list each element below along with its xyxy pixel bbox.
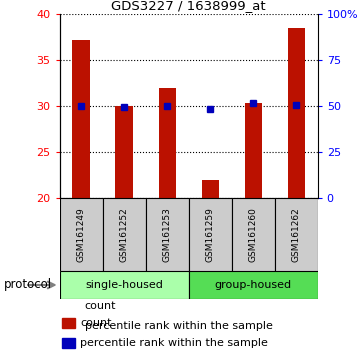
Text: single-housed: single-housed xyxy=(85,280,163,290)
Bar xyxy=(232,198,275,271)
Bar xyxy=(62,338,75,348)
Text: group-housed: group-housed xyxy=(214,280,292,290)
Text: percentile rank within the sample: percentile rank within the sample xyxy=(85,321,273,331)
Bar xyxy=(73,40,90,198)
Text: protocol: protocol xyxy=(4,279,52,291)
Text: GSM161252: GSM161252 xyxy=(119,207,129,262)
Title: GDS3227 / 1638999_at: GDS3227 / 1638999_at xyxy=(111,0,266,12)
Text: GSM161259: GSM161259 xyxy=(206,207,215,262)
Text: GSM161249: GSM161249 xyxy=(77,207,86,262)
Text: percentile rank within the sample: percentile rank within the sample xyxy=(80,338,268,348)
Text: GSM161260: GSM161260 xyxy=(249,207,258,262)
Bar xyxy=(103,198,145,271)
Bar xyxy=(201,180,219,198)
Bar xyxy=(188,198,232,271)
Bar xyxy=(275,198,318,271)
Text: GSM161262: GSM161262 xyxy=(292,207,301,262)
Bar xyxy=(244,103,262,198)
Bar xyxy=(60,271,188,299)
Bar xyxy=(116,106,133,198)
Text: count: count xyxy=(85,301,116,311)
Bar xyxy=(145,198,188,271)
Text: count: count xyxy=(80,318,112,328)
Bar xyxy=(62,318,75,328)
Bar xyxy=(60,198,103,271)
Bar xyxy=(188,271,318,299)
Bar xyxy=(288,28,305,198)
Bar xyxy=(158,88,176,198)
Text: GSM161253: GSM161253 xyxy=(162,207,171,262)
